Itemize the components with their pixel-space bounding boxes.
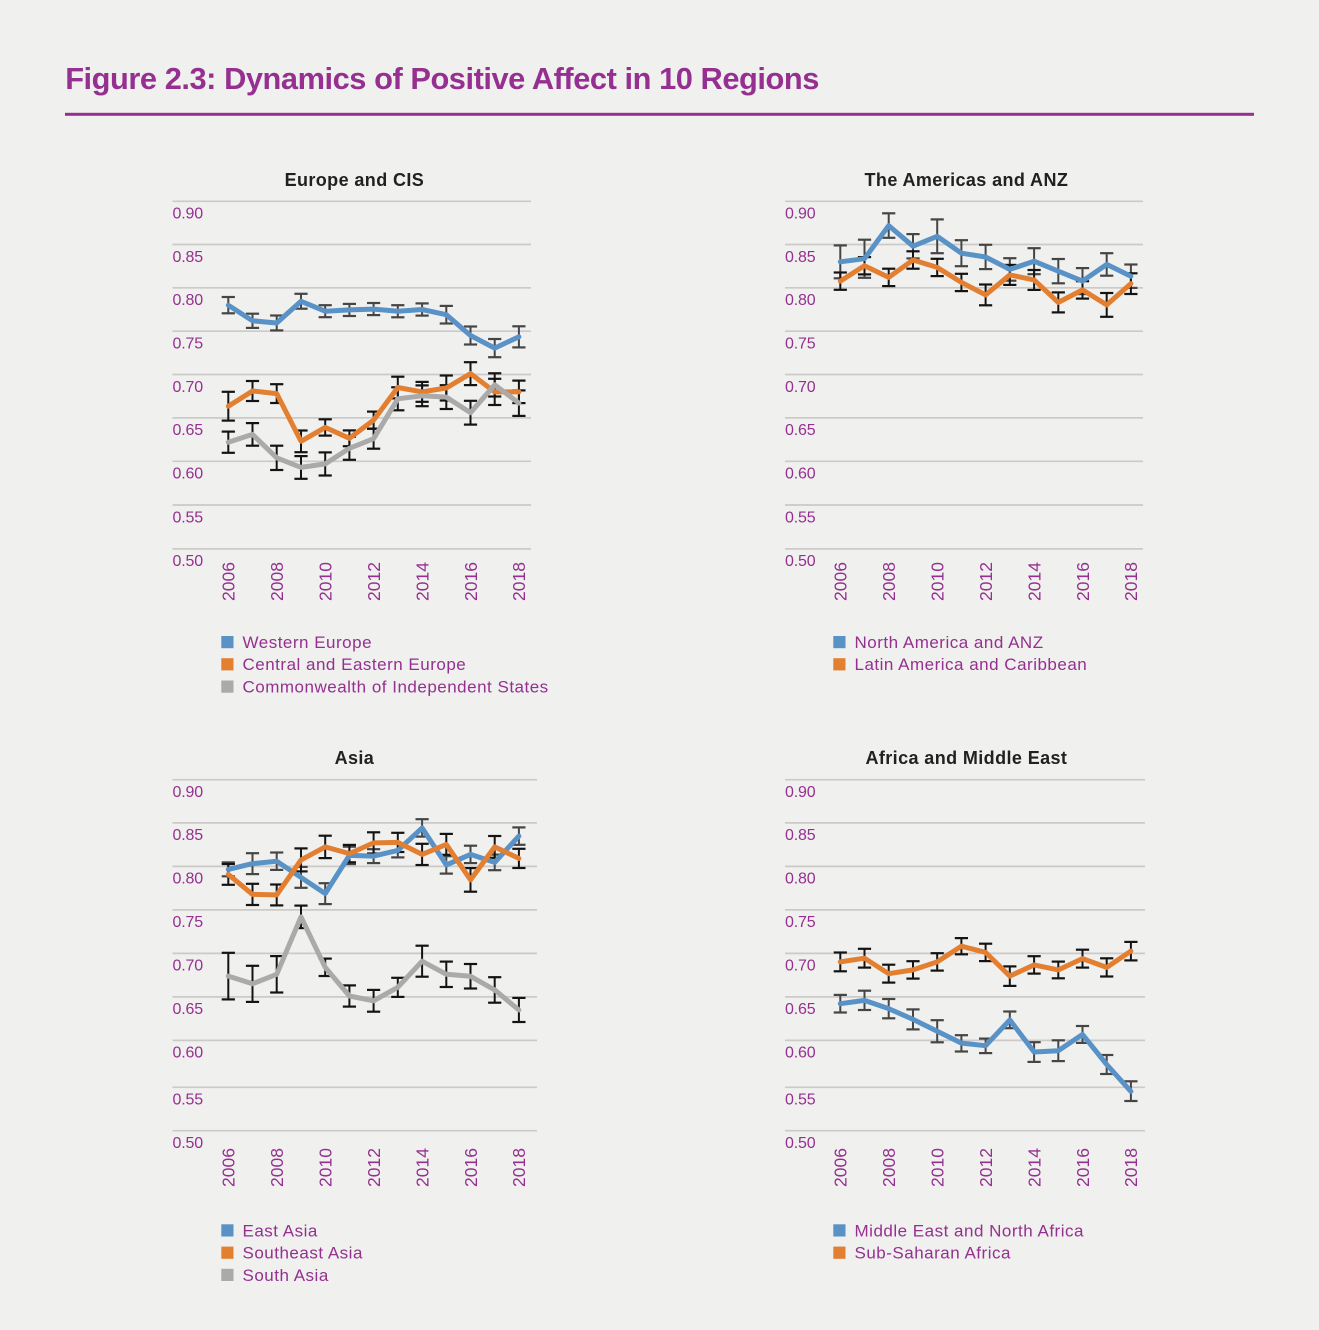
svg-text:0.65: 0.65 bbox=[785, 1001, 816, 1018]
svg-text:0.90: 0.90 bbox=[173, 784, 204, 801]
svg-text:North America and ANZ: North America and ANZ bbox=[855, 633, 1044, 652]
svg-text:2012: 2012 bbox=[976, 1148, 996, 1187]
svg-text:0.90: 0.90 bbox=[173, 206, 204, 223]
svg-text:East Asia: East Asia bbox=[243, 1221, 318, 1240]
svg-text:Latin America and Caribbean: Latin America and Caribbean bbox=[855, 655, 1088, 674]
svg-text:0.65: 0.65 bbox=[173, 422, 204, 439]
svg-text:2014: 2014 bbox=[412, 1148, 432, 1187]
svg-text:2010: 2010 bbox=[316, 1148, 336, 1187]
svg-text:Europe and CIS: Europe and CIS bbox=[285, 170, 425, 190]
svg-text:Southeast Asia: Southeast Asia bbox=[243, 1244, 363, 1263]
svg-text:2018: 2018 bbox=[1121, 1148, 1141, 1187]
svg-text:2016: 2016 bbox=[1073, 1148, 1093, 1187]
svg-text:0.80: 0.80 bbox=[173, 871, 204, 888]
svg-text:2014: 2014 bbox=[1024, 1148, 1044, 1187]
svg-text:0.70: 0.70 bbox=[785, 379, 816, 396]
svg-text:0.65: 0.65 bbox=[785, 422, 816, 439]
svg-text:0.50: 0.50 bbox=[173, 553, 204, 570]
svg-text:0.75: 0.75 bbox=[785, 914, 816, 931]
svg-text:0.50: 0.50 bbox=[785, 1135, 816, 1152]
svg-text:Western Europe: Western Europe bbox=[243, 633, 373, 652]
svg-text:Asia: Asia bbox=[335, 748, 375, 768]
svg-text:0.50: 0.50 bbox=[173, 1135, 204, 1152]
svg-text:0.70: 0.70 bbox=[173, 958, 204, 975]
svg-text:Sub-Saharan Africa: Sub-Saharan Africa bbox=[855, 1244, 1011, 1263]
svg-text:Commonwealth of Independent St: Commonwealth of Independent States bbox=[243, 678, 549, 697]
svg-text:2016: 2016 bbox=[461, 562, 481, 601]
svg-text:0.75: 0.75 bbox=[785, 336, 816, 353]
svg-text:0.65: 0.65 bbox=[173, 1001, 204, 1018]
svg-text:0.60: 0.60 bbox=[785, 1045, 816, 1062]
svg-text:0.60: 0.60 bbox=[173, 1045, 204, 1062]
svg-text:0.85: 0.85 bbox=[785, 827, 816, 844]
svg-text:Africa and Middle East: Africa and Middle East bbox=[865, 748, 1067, 768]
svg-text:0.55: 0.55 bbox=[173, 509, 204, 526]
svg-text:2006: 2006 bbox=[831, 562, 851, 601]
svg-text:The Americas and ANZ: The Americas and ANZ bbox=[865, 170, 1069, 190]
svg-text:2008: 2008 bbox=[267, 562, 287, 601]
svg-text:0.85: 0.85 bbox=[173, 827, 204, 844]
svg-text:2014: 2014 bbox=[1024, 562, 1044, 601]
svg-text:0.90: 0.90 bbox=[785, 206, 816, 223]
svg-text:2008: 2008 bbox=[267, 1148, 287, 1187]
svg-text:0.80: 0.80 bbox=[785, 871, 816, 888]
svg-text:0.55: 0.55 bbox=[785, 1092, 816, 1109]
svg-text:0.85: 0.85 bbox=[173, 249, 204, 266]
svg-text:2012: 2012 bbox=[364, 1148, 384, 1187]
svg-text:2016: 2016 bbox=[461, 1148, 481, 1187]
svg-text:0.85: 0.85 bbox=[785, 249, 816, 266]
svg-text:2010: 2010 bbox=[928, 562, 948, 601]
svg-text:0.50: 0.50 bbox=[785, 553, 816, 570]
svg-text:0.75: 0.75 bbox=[173, 914, 204, 931]
svg-text:Figure 2.3: Dynamics of Positi: Figure 2.3: Dynamics of Positive Affect … bbox=[65, 61, 819, 96]
svg-text:2018: 2018 bbox=[509, 1148, 529, 1187]
svg-text:2018: 2018 bbox=[509, 562, 529, 601]
svg-text:0.90: 0.90 bbox=[785, 784, 816, 801]
svg-text:0.70: 0.70 bbox=[173, 379, 204, 396]
svg-text:2008: 2008 bbox=[879, 562, 899, 601]
svg-text:2008: 2008 bbox=[879, 1148, 899, 1187]
svg-text:0.55: 0.55 bbox=[173, 1092, 204, 1109]
svg-text:0.80: 0.80 bbox=[173, 292, 204, 309]
svg-text:2010: 2010 bbox=[316, 562, 336, 601]
svg-text:2018: 2018 bbox=[1121, 562, 1141, 601]
svg-text:0.55: 0.55 bbox=[785, 509, 816, 526]
svg-text:0.75: 0.75 bbox=[173, 336, 204, 353]
svg-text:2006: 2006 bbox=[219, 562, 239, 601]
svg-text:2010: 2010 bbox=[928, 1148, 948, 1187]
svg-text:South Asia: South Asia bbox=[243, 1266, 329, 1285]
svg-text:2012: 2012 bbox=[976, 562, 996, 601]
svg-text:Middle East and North Africa: Middle East and North Africa bbox=[855, 1221, 1084, 1240]
svg-text:2012: 2012 bbox=[364, 562, 384, 601]
svg-text:2014: 2014 bbox=[412, 562, 432, 601]
svg-text:0.60: 0.60 bbox=[173, 466, 204, 483]
svg-text:2006: 2006 bbox=[831, 1148, 851, 1187]
svg-text:2006: 2006 bbox=[219, 1148, 239, 1187]
svg-text:0.60: 0.60 bbox=[785, 466, 816, 483]
svg-text:0.70: 0.70 bbox=[785, 958, 816, 975]
svg-text:2016: 2016 bbox=[1073, 562, 1093, 601]
svg-text:Central and Eastern Europe: Central and Eastern Europe bbox=[243, 655, 467, 674]
svg-text:0.80: 0.80 bbox=[785, 292, 816, 309]
